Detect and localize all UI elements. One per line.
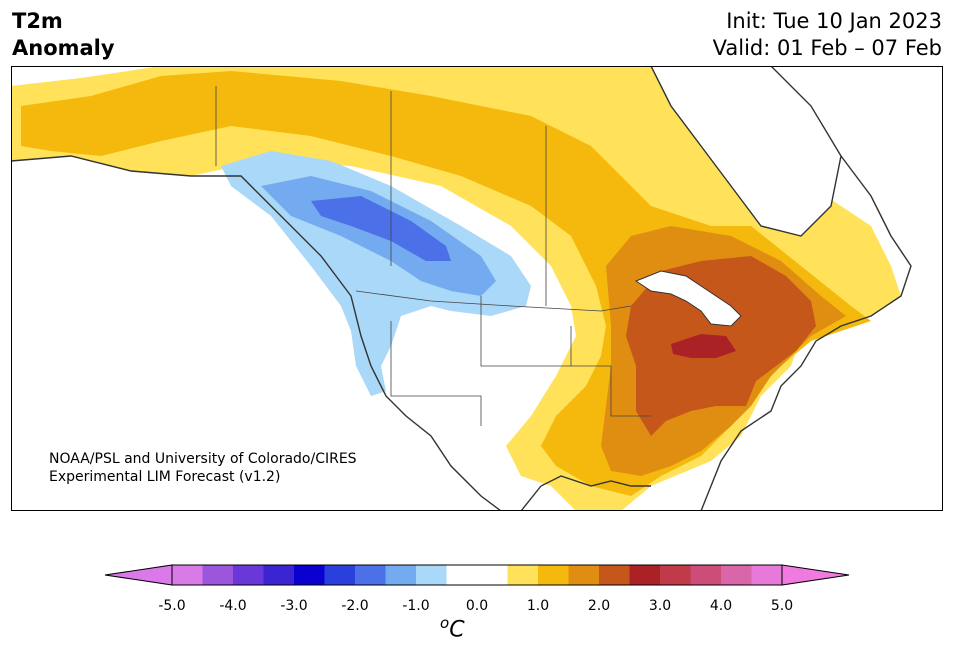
colorbar-tick-label: -3.0 — [280, 598, 308, 614]
cold-anomaly-2c-region — [311, 196, 451, 261]
colorbar-segment — [202, 565, 234, 585]
colorbar-segment — [721, 565, 752, 585]
colorbar-max-extend — [781, 564, 850, 586]
credit-line-1: NOAA/PSL and University of Colorado/CIRE… — [49, 451, 357, 467]
credit-line-2: Experimental LIM Forecast (v1.2) — [49, 469, 281, 485]
colorbar-segment — [172, 565, 203, 585]
colorbar-segment — [263, 565, 295, 585]
colorbar-segment — [355, 565, 386, 585]
map-title: T2m Anomaly — [12, 8, 115, 62]
great-lakes — [634, 270, 742, 327]
coastlines — [11, 66, 912, 511]
colorbar-segment — [751, 565, 783, 585]
anomaly-map — [11, 66, 943, 511]
colorbar-segment — [599, 565, 630, 585]
colorbar-tick-label: -2.0 — [341, 598, 369, 614]
map-frame — [11, 66, 943, 511]
init-date: Init: Tue 10 Jan 2023 — [726, 9, 942, 33]
colorbar-segments — [172, 565, 783, 585]
degree-symbol: o — [440, 614, 450, 632]
colorbar-tick-label: -4.0 — [219, 598, 247, 614]
unit-celsius: C — [449, 617, 465, 643]
colorbar-segment — [324, 565, 356, 585]
colorbar-tick-label: -1.0 — [402, 598, 430, 614]
colorbar — [104, 564, 850, 586]
colorbar-segment — [294, 565, 325, 585]
colorbar-segment — [568, 565, 600, 585]
political-borders — [215, 86, 651, 426]
warm-anomaly-3c-region — [671, 334, 736, 358]
colorbar-segment — [660, 565, 691, 585]
colorbar-tick-label: 5.0 — [770, 598, 794, 614]
hudson-region-water — [651, 66, 841, 236]
colorbar-segment — [538, 565, 569, 585]
valid-date: Valid: 01 Feb – 07 Feb — [712, 36, 942, 60]
colorbar-tick-label: -5.0 — [158, 598, 186, 614]
credit-text: NOAA/PSL and University of Colorado/CIRE… — [49, 450, 357, 486]
colorbar-unit-label: oC — [440, 614, 465, 642]
colorbar-segment — [477, 565, 508, 585]
colorbar-tick-label: 4.0 — [709, 598, 733, 614]
colorbar-min-extend — [104, 564, 173, 586]
colorbar-tick-label: 2.0 — [587, 598, 611, 614]
title-line-1: T2m — [12, 9, 63, 33]
colorbar-segment — [233, 565, 264, 585]
colorbar-segment — [385, 565, 417, 585]
colorbar-segment — [690, 565, 722, 585]
forecast-dates: Init: Tue 10 Jan 2023 Valid: 01 Feb – 07… — [713, 8, 942, 62]
title-line-2: Anomaly — [12, 36, 115, 60]
colorbar-tick-label: 0.0 — [465, 598, 489, 614]
colorbar-frame — [171, 564, 783, 586]
colorbar-segment — [629, 565, 661, 585]
colorbar-tick-label: 3.0 — [648, 598, 672, 614]
colorbar-segment — [446, 565, 478, 585]
colorbar-segment — [416, 565, 447, 585]
colorbar-tick-label: 1.0 — [526, 598, 550, 614]
colorbar-segment — [507, 565, 539, 585]
